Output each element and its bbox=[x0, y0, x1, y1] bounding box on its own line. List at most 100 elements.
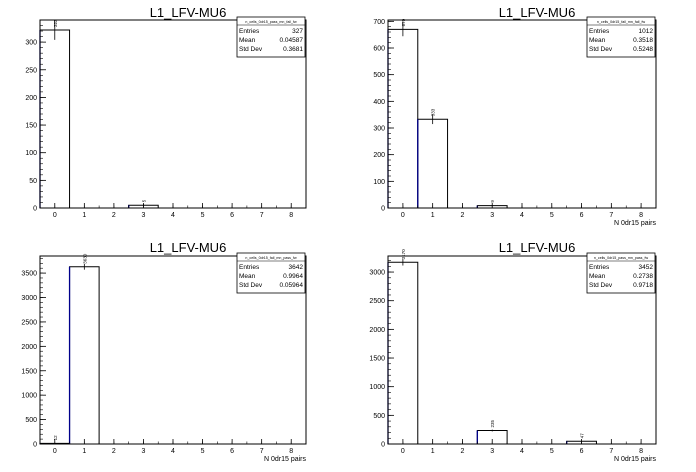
x-tick-label: 7 bbox=[609, 212, 613, 219]
x-tick-label: 0 bbox=[401, 448, 405, 455]
x-axis-label: N 0dr15 pairs bbox=[264, 456, 307, 463]
x-tick-label: 8 bbox=[289, 448, 293, 455]
x-tick-label: 3 bbox=[490, 448, 494, 455]
x-tick-label: 0 bbox=[401, 212, 405, 219]
x-tick-label: 0 bbox=[53, 212, 57, 219]
x-tick-label: 8 bbox=[639, 212, 643, 219]
y-tick-label: 0 bbox=[381, 442, 385, 449]
x-tick-label: 5 bbox=[201, 212, 205, 219]
y-tick-label: 2000 bbox=[369, 327, 385, 334]
y-tick-label: 300 bbox=[373, 126, 385, 133]
bin-count-label: 235 bbox=[490, 420, 495, 428]
y-tick-label: 200 bbox=[25, 95, 37, 102]
x-tick-label: 7 bbox=[609, 448, 613, 455]
x-tick-label: 3 bbox=[141, 212, 145, 219]
x-axis-label: N 0dr15 pairs bbox=[614, 220, 657, 227]
y-tick-label: 2000 bbox=[21, 344, 37, 351]
bin-count-label: 322 bbox=[53, 19, 58, 27]
y-tick-label: 0 bbox=[33, 206, 37, 213]
stats-value: 0.04587 bbox=[280, 37, 304, 44]
plot-title: L1_LFV-MU6 bbox=[499, 5, 576, 20]
bin-count-label: 5 bbox=[141, 199, 146, 202]
stats-label: Mean bbox=[589, 273, 606, 280]
bin-count-label: 12 bbox=[53, 435, 58, 441]
stats-box-name: n_cells_0dr15_pass_mn_fail_fw bbox=[245, 20, 297, 24]
stats-value: 0.3681 bbox=[283, 46, 303, 53]
x-tick-label: 2 bbox=[460, 448, 464, 455]
plot-title: L1_LFV-MU6 bbox=[499, 240, 576, 255]
x-tick-label: 6 bbox=[580, 448, 584, 455]
stats-label: Entries bbox=[239, 28, 260, 35]
bin-count-label: 9 bbox=[490, 200, 495, 203]
stats-box bbox=[236, 252, 306, 294]
histogram-bin bbox=[69, 266, 100, 444]
stats-value: 3642 bbox=[289, 264, 304, 271]
stats-value: 0.9964 bbox=[283, 273, 303, 280]
stats-value: 0.2738 bbox=[633, 273, 653, 280]
x-tick-label: 6 bbox=[230, 448, 234, 455]
y-tick-label: 100 bbox=[25, 150, 37, 157]
stats-value: 0.9718 bbox=[633, 282, 653, 289]
x-tick-label: 2 bbox=[112, 448, 116, 455]
x-tick-label: 5 bbox=[201, 448, 205, 455]
x-tick-label: 4 bbox=[171, 448, 175, 455]
x-tick-label: 1 bbox=[82, 448, 86, 455]
histogram-bin bbox=[39, 29, 71, 208]
y-tick-label: 3500 bbox=[21, 271, 37, 278]
y-tick-label: 50 bbox=[29, 178, 37, 185]
y-tick-label: 400 bbox=[373, 99, 385, 106]
y-tick-label: 3000 bbox=[21, 295, 37, 302]
stats-label: Mean bbox=[589, 37, 606, 44]
x-axis-label: N 0dr15 pairs bbox=[614, 456, 657, 463]
stats-label: Std Dev bbox=[239, 282, 263, 289]
x-tick-label: 6 bbox=[580, 212, 584, 219]
y-tick-label: 600 bbox=[373, 46, 385, 53]
x-tick-label: 3 bbox=[490, 212, 494, 219]
stats-label: Entries bbox=[239, 264, 260, 271]
bin-count-label: 3630 bbox=[82, 253, 87, 264]
x-tick-label: 4 bbox=[171, 212, 175, 219]
x-tick-label: 7 bbox=[260, 212, 264, 219]
y-tick-label: 500 bbox=[25, 417, 37, 424]
stats-value: 3452 bbox=[639, 264, 654, 271]
y-tick-label: 1000 bbox=[21, 393, 37, 400]
y-tick-label: 0 bbox=[33, 442, 37, 449]
stats-value: 0.5248 bbox=[633, 46, 653, 53]
x-tick-label: 2 bbox=[460, 212, 464, 219]
bin-count-label: 47 bbox=[580, 433, 585, 439]
y-tick-label: 150 bbox=[25, 123, 37, 130]
x-tick-label: 8 bbox=[639, 448, 643, 455]
stats-box-name: n_cells_0dr15_fail_mn_pass_fw bbox=[245, 256, 297, 260]
x-tick-label: 7 bbox=[260, 448, 264, 455]
y-tick-label: 3000 bbox=[369, 270, 385, 277]
stats-value: 0.3518 bbox=[633, 37, 653, 44]
stats-label: Std Dev bbox=[589, 282, 613, 289]
bin-count-label: 3170 bbox=[401, 249, 406, 260]
plot-title: L1_LFV-MU6 bbox=[150, 5, 227, 20]
bin-count-label: 670 bbox=[401, 18, 406, 26]
histogram-bin bbox=[417, 118, 449, 208]
y-tick-label: 100 bbox=[373, 179, 385, 186]
bin-count-label: 333 bbox=[431, 108, 436, 116]
x-tick-label: 2 bbox=[112, 212, 116, 219]
x-tick-label: 4 bbox=[520, 212, 524, 219]
stats-label: Mean bbox=[239, 273, 256, 280]
stats-box bbox=[236, 16, 306, 58]
stats-value: 327 bbox=[292, 28, 303, 35]
stats-box-name: n_cells_0dr15_pass_mn_pass_fw bbox=[594, 256, 649, 260]
stats-value: 0.05964 bbox=[280, 282, 304, 289]
stats-label: Std Dev bbox=[239, 46, 263, 53]
x-tick-label: 5 bbox=[550, 212, 554, 219]
x-tick-label: 8 bbox=[289, 212, 293, 219]
x-tick-label: 3 bbox=[141, 448, 145, 455]
y-tick-label: 200 bbox=[373, 152, 385, 159]
y-tick-label: 700 bbox=[373, 19, 385, 26]
x-tick-label: 4 bbox=[520, 448, 524, 455]
y-tick-label: 500 bbox=[373, 72, 385, 79]
x-tick-label: 1 bbox=[431, 448, 435, 455]
y-tick-label: 0 bbox=[381, 206, 385, 213]
stats-label: Entries bbox=[589, 28, 610, 35]
